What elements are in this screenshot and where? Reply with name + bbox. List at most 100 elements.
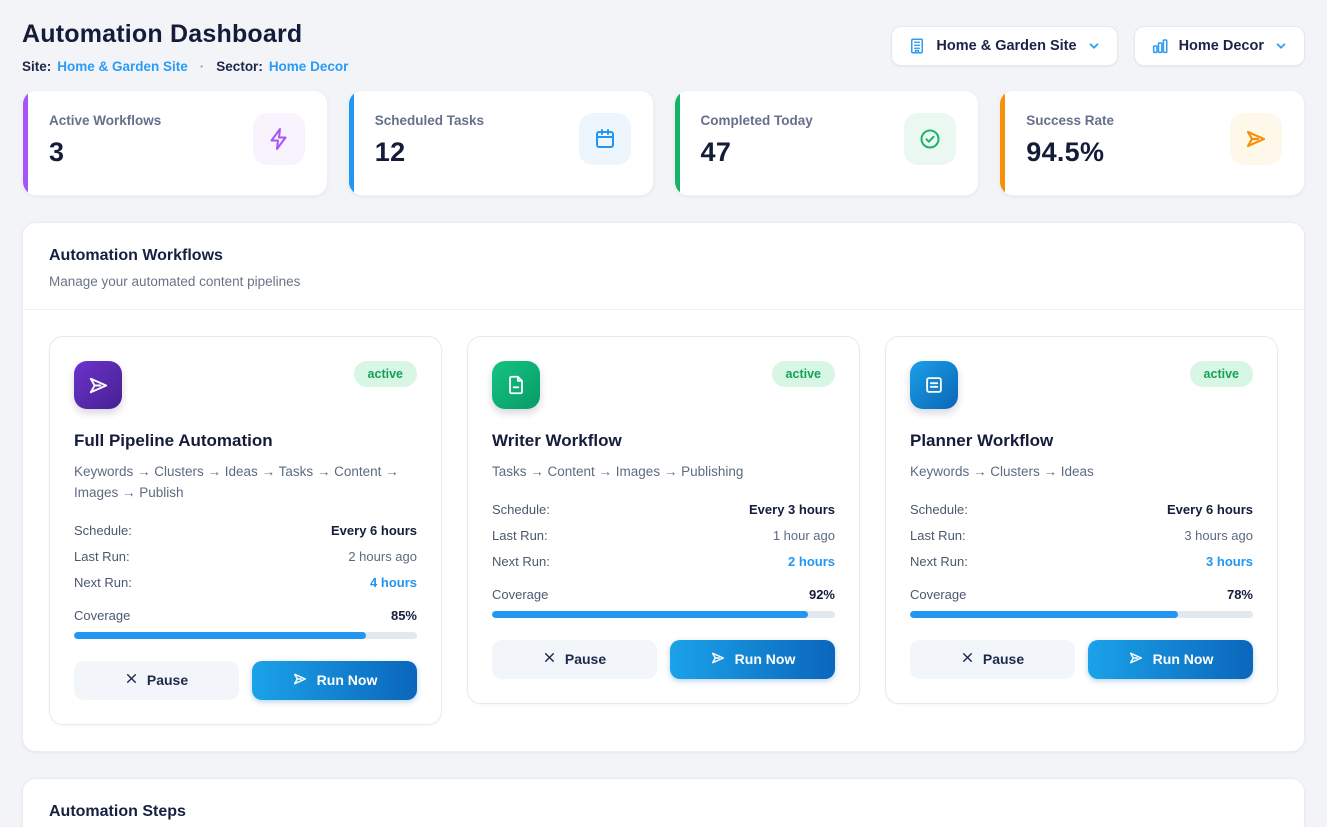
pause-label: Pause xyxy=(146,672,189,689)
coverage-label: Coverage xyxy=(910,586,967,602)
stat-value: 3 xyxy=(49,137,65,167)
stat-label: Completed Today xyxy=(700,113,813,128)
pause-label: Pause xyxy=(564,651,607,668)
send-icon xyxy=(292,671,308,690)
dot-separator: · xyxy=(199,59,205,74)
coverage-label: Coverage xyxy=(492,586,549,602)
coverage-progress-fill xyxy=(74,631,366,639)
schedule-value: Every 6 hours xyxy=(1167,502,1253,518)
next-run-label: Next Run: xyxy=(74,575,132,591)
last-run-label: Last Run: xyxy=(910,528,966,544)
schedule-row: Schedule: Every 6 hours xyxy=(910,497,1253,523)
sector-selector-label: Home Decor xyxy=(1178,38,1264,54)
stat-label: Success Rate xyxy=(1026,113,1115,128)
coverage-progress-bar xyxy=(74,631,417,639)
stat-texts: Scheduled Tasks 12 xyxy=(375,113,484,168)
next-run-value: 3 hours xyxy=(1206,554,1253,570)
schedule-value: Every 3 hours xyxy=(749,502,835,518)
workflow-card-full-pipeline: active Full Pipeline Automation Keywords… xyxy=(49,336,442,725)
pause-button[interactable]: Pause xyxy=(74,660,239,700)
site-selector-label: Home & Garden Site xyxy=(936,38,1077,54)
last-run-row: Last Run: 3 hours ago xyxy=(910,523,1253,549)
page-header: Automation Dashboard Site: Home & Garden… xyxy=(22,20,1305,74)
stat-texts: Success Rate 94.5% xyxy=(1026,113,1114,168)
send-icon xyxy=(74,361,122,409)
coverage-value: 92% xyxy=(808,586,835,602)
workflows-title: Automation Workflows xyxy=(49,247,223,264)
next-run-label: Next Run: xyxy=(910,554,968,570)
card-top-row: active xyxy=(910,361,1253,409)
workflow-cards-grid: active Full Pipeline Automation Keywords… xyxy=(49,336,1278,725)
send-icon xyxy=(1230,113,1282,165)
sector-label: Sector: xyxy=(216,59,263,74)
card-actions: Pause Run Now xyxy=(74,660,417,700)
workflow-title: Planner Workflow xyxy=(910,431,1054,450)
workflow-card-planner: active Planner Workflow Keywords → Clust… xyxy=(885,336,1278,704)
page-title: Automation Dashboard xyxy=(22,20,303,48)
stats-row: Active Workflows 3 Scheduled Tasks 12 Co… xyxy=(22,90,1305,196)
workflow-pipeline: Keywords → Clusters → Ideas → Tasks → Co… xyxy=(74,464,399,500)
steps-title: Automation Steps xyxy=(49,802,186,820)
coverage-row: Coverage 78% xyxy=(910,587,1253,602)
run-now-button[interactable]: Run Now xyxy=(252,660,417,700)
stat-card-active-workflows: Active Workflows 3 xyxy=(22,90,328,196)
document-icon xyxy=(492,361,540,409)
card-actions: Pause Run Now xyxy=(492,639,835,679)
site-selector-dropdown[interactable]: Home & Garden Site xyxy=(891,26,1118,66)
stat-card-scheduled-tasks: Scheduled Tasks 12 xyxy=(347,90,654,196)
note-icon xyxy=(910,361,958,409)
coverage-label: Coverage xyxy=(74,607,131,623)
card-top-row: active xyxy=(492,361,835,409)
pause-button[interactable]: Pause xyxy=(910,639,1075,679)
run-now-button[interactable]: Run Now xyxy=(1088,639,1253,679)
stat-card-success-rate: Success Rate 94.5% xyxy=(999,90,1305,196)
accent-stripe xyxy=(348,91,354,195)
run-now-button[interactable]: Run Now xyxy=(670,639,835,679)
workflows-panel-header: Automation Workflows Manage your automat… xyxy=(23,223,1304,310)
stat-label: Scheduled Tasks xyxy=(374,113,485,128)
site-link[interactable]: Home & Garden Site xyxy=(57,59,188,74)
last-run-label: Last Run: xyxy=(492,528,548,544)
status-badge: active xyxy=(353,361,417,387)
schedule-row: Schedule: Every 3 hours xyxy=(492,497,835,523)
steps-panel-header: Automation Steps Configure which steps a… xyxy=(23,779,1304,827)
building-icon xyxy=(908,37,926,55)
last-run-row: Last Run: 2 hours ago xyxy=(74,544,417,570)
pause-button[interactable]: Pause xyxy=(492,639,657,679)
workflow-title: Writer Workflow xyxy=(492,431,622,450)
site-label: Site: xyxy=(22,59,52,74)
accent-stripe xyxy=(674,91,680,195)
coverage-value: 78% xyxy=(1226,586,1253,602)
stat-texts: Active Workflows 3 xyxy=(49,113,161,168)
sector-selector-dropdown[interactable]: Home Decor xyxy=(1133,26,1305,66)
run-now-label: Run Now xyxy=(1152,651,1214,668)
run-now-label: Run Now xyxy=(734,651,796,668)
last-run-value: 2 hours ago xyxy=(348,549,417,565)
lightning-icon xyxy=(252,113,305,165)
workflow-meta: Schedule: Every 6 hours Last Run: 3 hour… xyxy=(910,497,1253,575)
coverage-progress-fill xyxy=(910,610,1178,618)
stat-card-completed-today: Completed Today 47 xyxy=(673,90,980,196)
workflows-panel-body: active Full Pipeline Automation Keywords… xyxy=(23,310,1304,751)
workflow-pipeline: Tasks → Content → Images → Publishing xyxy=(492,464,744,479)
next-run-value: 4 hours xyxy=(370,575,417,591)
coverage-row: Coverage 92% xyxy=(492,587,835,602)
next-run-row: Next Run: 2 hours xyxy=(492,549,835,575)
bar-chart-icon xyxy=(1151,37,1169,55)
card-actions: Pause Run Now xyxy=(910,639,1253,679)
stat-texts: Completed Today 47 xyxy=(701,113,813,168)
schedule-label: Schedule: xyxy=(910,502,968,518)
stat-label: Active Workflows xyxy=(49,113,162,128)
workflows-panel: Automation Workflows Manage your automat… xyxy=(22,222,1305,752)
calendar-icon xyxy=(578,113,631,165)
last-run-row: Last Run: 1 hour ago xyxy=(492,523,835,549)
check-circle-icon xyxy=(904,113,957,165)
card-top-row: active xyxy=(74,361,417,409)
coverage-progress-bar xyxy=(492,610,835,618)
sector-link[interactable]: Home Decor xyxy=(268,59,349,74)
status-badge: active xyxy=(771,361,835,387)
run-now-label: Run Now xyxy=(316,672,378,689)
coverage-row: Coverage 85% xyxy=(74,608,417,623)
header-titles: Automation Dashboard Site: Home & Garden… xyxy=(22,20,348,74)
